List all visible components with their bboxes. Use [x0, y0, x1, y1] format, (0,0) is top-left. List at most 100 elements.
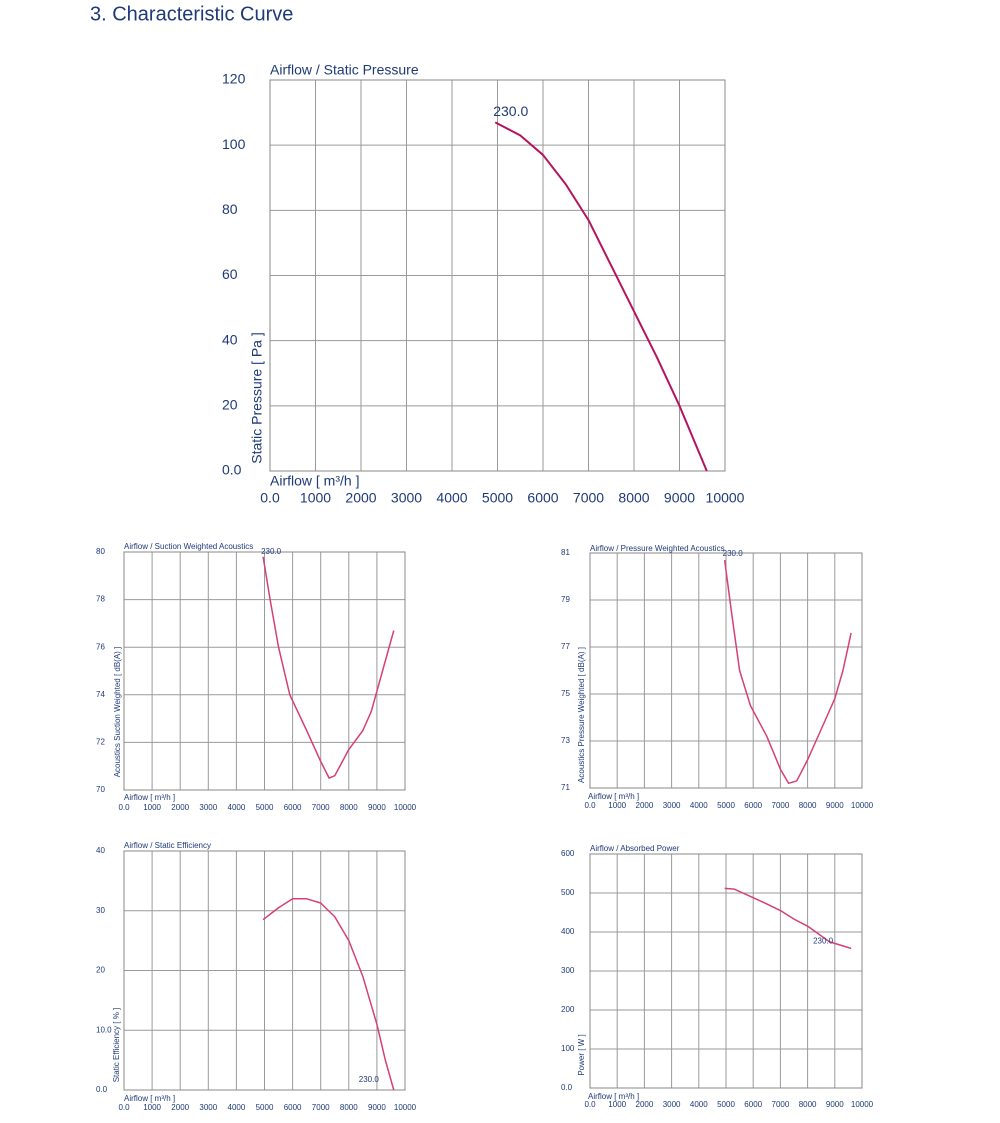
x-tick-label: 10000 [394, 1103, 417, 1112]
curve [262, 898, 395, 1091]
x-tick-label: 6000 [527, 490, 558, 506]
section-title: 3. Characteristic Curve [90, 3, 293, 25]
x-tick-label: 9000 [826, 1100, 844, 1109]
y-tick-label: 400 [561, 927, 575, 936]
x-tick-label: 10000 [851, 801, 874, 810]
y-axis-label: Power [ W ] [577, 1034, 586, 1075]
x-tick-label: 4000 [228, 1103, 246, 1112]
y-axis-label: Acoustics Suction Weighted [ dB(A) ] [113, 647, 122, 778]
y-tick-label: 20 [96, 966, 105, 975]
x-tick-label: 8000 [799, 1100, 817, 1109]
x-tick-label: 7000 [772, 801, 790, 810]
x-tick-label: 1000 [143, 803, 161, 812]
curve-label: 230.0 [359, 1075, 380, 1084]
curve [724, 887, 852, 950]
y-tick-label: 79 [561, 595, 570, 604]
plot-frame [589, 853, 863, 1089]
curve-label: 230.0 [813, 936, 834, 945]
x-tick-label: 4000 [690, 1100, 708, 1109]
x-tick-label: 9000 [368, 1103, 386, 1112]
x-tick-label: 2000 [171, 803, 189, 812]
x-tick-label: 6000 [744, 801, 762, 810]
x-tick-label: 8000 [340, 803, 358, 812]
chart-title: Airflow / Suction Weighted Acoustics [124, 542, 253, 551]
y-tick-label: 76 [96, 642, 105, 651]
y-tick-label: 77 [561, 642, 570, 651]
y-axis-label: Acoustics Pressure Weighted [ dB(A) ] [577, 647, 586, 783]
x-axis-label: Airflow [ m³/h ] [588, 792, 639, 801]
y-tick-label: 0.0 [96, 1085, 108, 1094]
y-axis-label: Static Efficiency [ % ] [112, 1008, 121, 1083]
y-tick-label: 73 [561, 736, 570, 745]
y-tick-label: 500 [561, 888, 575, 897]
x-tick-label: 0.0 [118, 1103, 130, 1112]
x-tick-label: 3000 [199, 803, 217, 812]
x-tick-label: 9000 [826, 801, 844, 810]
y-tick-label: 300 [561, 966, 575, 975]
chart-title: Airflow / Absorbed Power [590, 844, 680, 853]
x-tick-label: 10000 [851, 1100, 874, 1109]
x-tick-label: 1000 [143, 1103, 161, 1112]
x-tick-label: 4000 [228, 803, 246, 812]
x-tick-label: 2000 [171, 1103, 189, 1112]
plot-frame [269, 79, 726, 472]
curve [494, 121, 708, 472]
x-tick-label: 9000 [368, 803, 386, 812]
plot-frame [123, 551, 406, 791]
y-tick-label: 80 [96, 547, 105, 556]
x-tick-label: 5000 [717, 801, 735, 810]
y-tick-label: 20 [222, 397, 238, 413]
x-axis-label: Airflow [ m³/h ] [270, 473, 359, 489]
curve-label: 230.0 [261, 547, 282, 556]
x-axis-label: Airflow [ m³/h ] [124, 1094, 175, 1103]
y-tick-label: 30 [96, 906, 105, 915]
x-tick-label: 8000 [618, 490, 649, 506]
y-tick-label: 70 [96, 785, 105, 794]
y-tick-label: 200 [561, 1005, 575, 1014]
x-tick-label: 10000 [706, 490, 745, 506]
curve-label: 230.0 [723, 549, 744, 558]
x-tick-label: 2000 [345, 490, 376, 506]
y-tick-label: 81 [561, 548, 570, 557]
chart-title: Airflow / Static Efficiency [124, 841, 211, 850]
y-tick-label: 80 [222, 201, 238, 217]
x-tick-label: 5000 [717, 1100, 735, 1109]
x-tick-label: 4000 [690, 801, 708, 810]
x-axis-label: Airflow [ m³/h ] [124, 793, 175, 802]
x-tick-label: 1000 [608, 801, 626, 810]
y-tick-label: 78 [96, 595, 105, 604]
plot-frame [123, 850, 406, 1091]
chart-title: Airflow / Static Pressure [270, 62, 419, 78]
curve [262, 556, 395, 779]
x-tick-label: 3000 [663, 1100, 681, 1109]
x-tick-label: 7000 [772, 1100, 790, 1109]
y-tick-label: 72 [96, 738, 105, 747]
x-tick-label: 4000 [436, 490, 467, 506]
y-tick-label: 60 [222, 266, 238, 282]
x-tick-label: 3000 [199, 1103, 217, 1112]
chart-title: Airflow / Pressure Weighted Acoustics [590, 544, 725, 553]
x-tick-label: 10000 [394, 803, 417, 812]
y-tick-label: 100 [222, 136, 246, 152]
x-tick-label: 1000 [608, 1100, 626, 1109]
x-tick-label: 7000 [312, 803, 330, 812]
curve [723, 559, 852, 785]
x-tick-label: 6000 [284, 1103, 302, 1112]
x-tick-label: 5000 [256, 803, 274, 812]
y-tick-label: 75 [561, 689, 570, 698]
x-tick-label: 2000 [636, 801, 654, 810]
y-tick-label: 40 [96, 846, 105, 855]
x-tick-label: 7000 [573, 490, 604, 506]
x-tick-label: 7000 [312, 1103, 330, 1112]
y-tick-label: 0.0 [561, 1083, 573, 1092]
x-tick-label: 3000 [663, 801, 681, 810]
x-tick-label: 8000 [799, 801, 817, 810]
x-tick-label: 5000 [256, 1103, 274, 1112]
y-tick-label: 10.0 [96, 1025, 112, 1034]
x-tick-label: 8000 [340, 1103, 358, 1112]
x-tick-label: 9000 [664, 490, 695, 506]
y-tick-label: 74 [96, 690, 105, 699]
x-tick-label: 1000 [300, 490, 331, 506]
